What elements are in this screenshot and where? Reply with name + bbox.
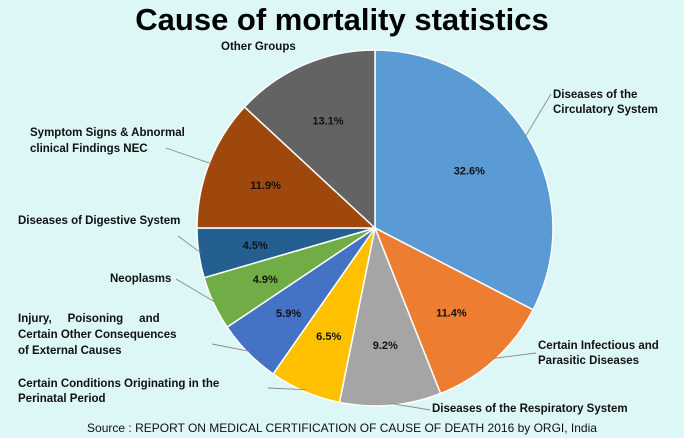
percent-label-0: 32.6%: [454, 166, 485, 178]
leader-line-2: [390, 402, 431, 411]
source-note: Source : REPORT ON MEDICAL CERTIFICATION…: [87, 421, 597, 435]
percent-label-5: 4.9%: [253, 274, 278, 286]
percent-label-8: 13.1%: [312, 115, 343, 127]
leader-line-4: [211, 343, 250, 352]
percent-label-4: 5.9%: [276, 308, 301, 320]
category-label-4: Injury, Poisoning and Certain Other Conse…: [18, 313, 176, 357]
leader-line-7: [165, 147, 212, 165]
category-label-3: Certain Conditions Originating in the Per…: [18, 378, 219, 405]
leader-line-6: [177, 235, 202, 254]
leader-line-1: [492, 352, 537, 359]
category-label-8: Other Groups: [221, 41, 296, 53]
leader-line-3: [267, 387, 306, 391]
category-label-5: Neoplasms: [110, 273, 171, 285]
pie-slice-1: [373, 226, 535, 395]
percent-labels: 32.6% 11.4% 9.2% 6.5% 5.9% 4.9% 4.5% 11.9% 13.1%: [243, 115, 485, 352]
percent-label-2: 9.2%: [373, 340, 398, 352]
percent-label-6: 4.5%: [243, 240, 268, 252]
percent-label-1: 11.4%: [436, 308, 467, 320]
category-label-2: Diseases of the Respiratory System: [432, 403, 628, 415]
category-label-1: Certain Infectious and Parasitic Diseases: [538, 340, 659, 367]
category-label-7: Symptom Signs & Abnormal clinical Finding…: [30, 127, 185, 155]
category-label-0: Diseases of the Circulatory System: [553, 89, 658, 116]
percent-label-3: 6.5%: [316, 331, 341, 343]
pie-slice-0: [374, 49, 554, 311]
category-label-6: Diseases of Digestive System: [18, 215, 180, 227]
pie-slices: [196, 49, 554, 407]
leader-line-5: [175, 278, 216, 303]
leader-line-0: [525, 93, 552, 137]
pie-slice-8: [243, 49, 376, 230]
chart-title: Cause of mortality statistics: [135, 2, 548, 37]
leader-lines: [165, 93, 552, 411]
pie-slice-2: [338, 225, 442, 407]
category-labels: Diseases of the Circulatory System Certain…: [18, 41, 659, 415]
percent-label-7: 11.9%: [250, 180, 281, 192]
